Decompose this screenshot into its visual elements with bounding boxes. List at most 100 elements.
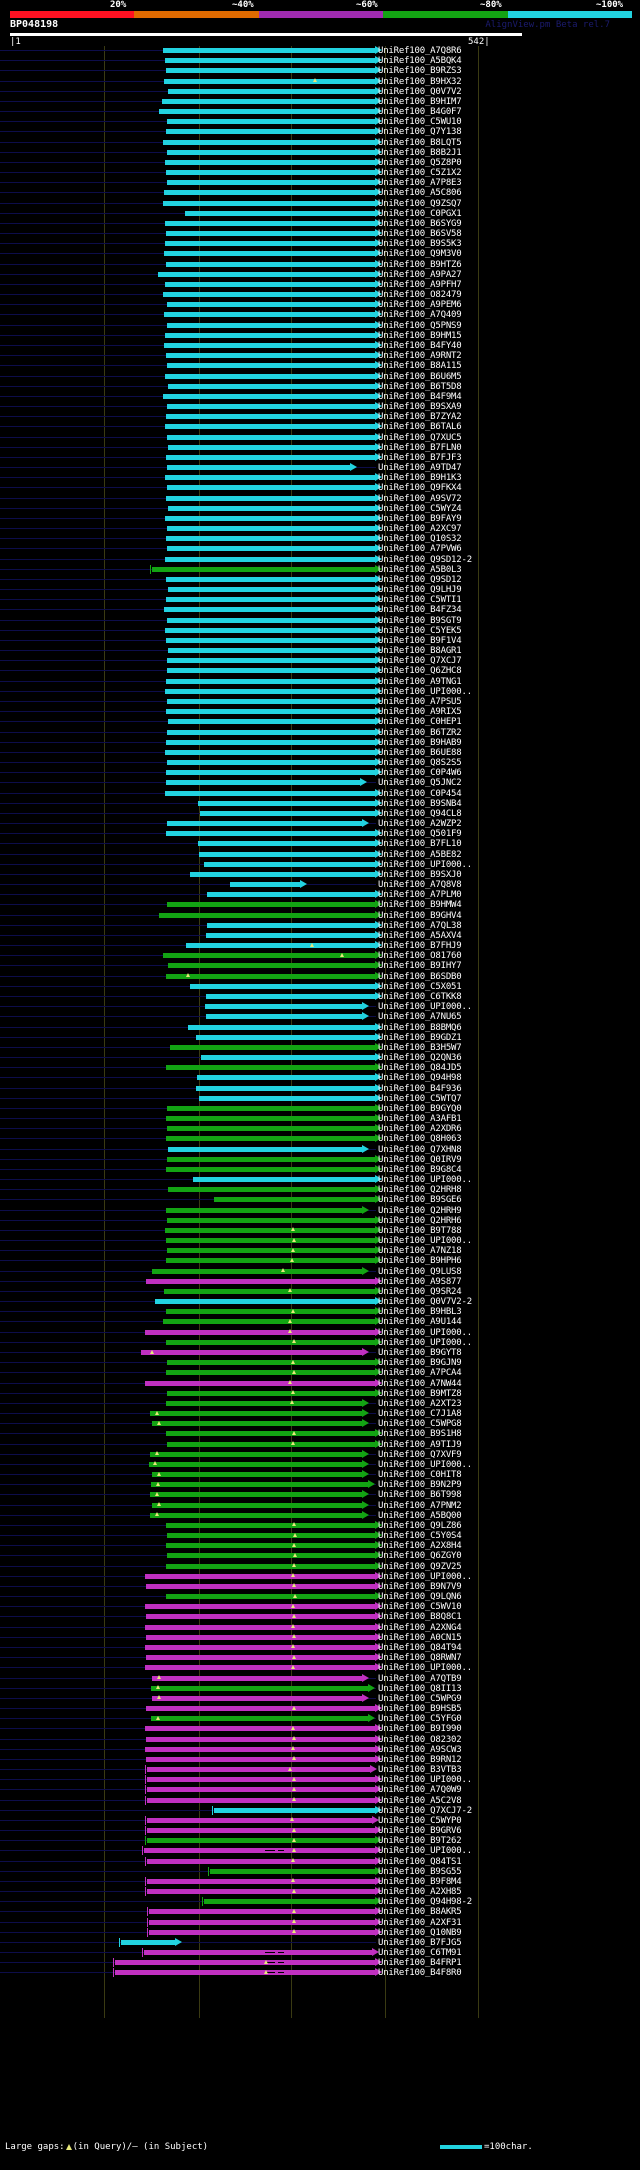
alignment-bar[interactable] xyxy=(155,1299,375,1305)
alignment-row[interactable]: UniRef100_B6U6M5 xyxy=(0,371,640,382)
alignment-row[interactable]: UniRef100_A7NU65 xyxy=(0,1012,640,1022)
subject-label[interactable]: UniRef100_B6SDB0 xyxy=(378,971,462,982)
alignment-bar[interactable] xyxy=(198,841,375,847)
subject-label[interactable]: UniRef100_B9HM15 xyxy=(378,330,462,341)
subject-label[interactable]: UniRef100_A9RIX5 xyxy=(378,707,462,718)
alignment-bar[interactable] xyxy=(166,709,375,715)
alignment-bar[interactable] xyxy=(165,688,375,694)
alignment-row[interactable]: UniRef100_A2XNG4 xyxy=(0,1622,640,1633)
alignment-row[interactable]: UniRef100_A7QL38 xyxy=(0,920,640,931)
alignment-row[interactable]: UniRef100_B9HBL3 xyxy=(0,1307,640,1317)
alignment-bar[interactable] xyxy=(145,1380,375,1386)
alignment-bar[interactable] xyxy=(163,48,375,53)
alignment-row[interactable]: UniRef100_Q10S32 xyxy=(0,534,640,544)
subject-label[interactable]: UniRef100_A7PLM0 xyxy=(378,890,462,901)
alignment-bar[interactable] xyxy=(145,1329,375,1335)
alignment-row[interactable]: UniRef100_A7NW44 xyxy=(0,1378,640,1389)
alignment-bar[interactable] xyxy=(168,505,375,511)
alignment-row[interactable]: UniRef100_A9TNG1 xyxy=(0,676,640,687)
alignment-row[interactable]: UniRef100_C0HEP1 xyxy=(0,717,640,727)
subject-label[interactable]: UniRef100_C0P454 xyxy=(378,788,462,799)
alignment-row[interactable]: UniRef100_Q9LQN6 xyxy=(0,1592,640,1602)
alignment-bar[interactable] xyxy=(152,566,375,572)
subject-label[interactable]: UniRef100_B6T5D8 xyxy=(378,381,462,392)
alignment-row[interactable]: UniRef100_B9HX32 xyxy=(0,76,640,87)
alignment-bar[interactable] xyxy=(166,1309,375,1315)
subject-label[interactable]: UniRef100_C0HEP1 xyxy=(378,717,462,728)
alignment-row[interactable]: UniRef100_A7PLM0 xyxy=(0,890,640,900)
alignment-row[interactable]: UniRef100_A5C2V8 xyxy=(0,1795,640,1806)
alignment-row[interactable]: UniRef100_A9PEM6 xyxy=(0,300,640,310)
subject-label[interactable]: UniRef100_A7QL38 xyxy=(378,920,462,931)
alignment-bar[interactable] xyxy=(167,1105,375,1111)
subject-label[interactable]: UniRef100_B9SNB4 xyxy=(378,798,462,809)
alignment-bar[interactable] xyxy=(146,1634,375,1640)
subject-label[interactable]: UniRef100_B7FLN0 xyxy=(378,442,462,453)
alignment-row[interactable]: UniRef100_C5WPG8 xyxy=(0,1419,640,1429)
alignment-row[interactable]: UniRef100_B9GRV6 xyxy=(0,1826,640,1836)
alignment-row[interactable]: UniRef100_B7FLN0 xyxy=(0,442,640,453)
alignment-row[interactable]: UniRef100_A7PNM2 xyxy=(0,1500,640,1511)
alignment-bar[interactable] xyxy=(164,190,375,196)
alignment-bar[interactable] xyxy=(147,1767,370,1773)
alignment-bar[interactable] xyxy=(146,1736,375,1742)
subject-label[interactable]: UniRef100_B9SG55 xyxy=(378,1866,462,1877)
subject-label[interactable]: UniRef100_C6TKK8 xyxy=(378,991,462,1002)
subject-label[interactable]: UniRef100_A7PNM2 xyxy=(378,1500,462,1511)
subject-label[interactable]: UniRef100_UPI000.. xyxy=(378,1327,472,1338)
alignment-bar[interactable] xyxy=(206,993,375,999)
alignment-row[interactable]: UniRef100_A2WZP2 xyxy=(0,819,640,829)
subject-label[interactable]: UniRef100_A9RNT2 xyxy=(378,351,462,362)
alignment-row[interactable]: UniRef100_Q8II13 xyxy=(0,1683,640,1694)
alignment-bar[interactable] xyxy=(167,322,375,328)
alignment-row[interactable]: UniRef100_UPI000.. xyxy=(0,1571,640,1582)
alignment-bar[interactable] xyxy=(167,404,375,410)
alignment-bar[interactable] xyxy=(149,1919,375,1925)
subject-label[interactable]: UniRef100_B8LQT5 xyxy=(378,137,462,148)
alignment-row[interactable]: UniRef100_B9GYT8 xyxy=(0,1348,640,1358)
subject-label[interactable]: UniRef100_Q8S2S5 xyxy=(378,758,462,769)
subject-label[interactable]: UniRef100_B4FRP1 xyxy=(378,1958,462,1969)
alignment-row[interactable]: UniRef100_B6UE88 xyxy=(0,747,640,758)
alignment-bar[interactable] xyxy=(166,495,375,501)
subject-label[interactable]: UniRef100_A9PA27 xyxy=(378,269,462,280)
subject-label[interactable]: UniRef100_O82479 xyxy=(378,290,462,301)
alignment-bar[interactable] xyxy=(207,892,375,898)
alignment-bar[interactable] xyxy=(159,109,375,115)
alignment-row[interactable]: UniRef100_B9GYQ0 xyxy=(0,1103,640,1114)
subject-label[interactable]: UniRef100_Q9FKX4 xyxy=(378,483,462,494)
alignment-row[interactable]: UniRef100_A7NZ18 xyxy=(0,1246,640,1256)
alignment-bar[interactable] xyxy=(147,1838,375,1844)
alignment-row[interactable]: UniRef100_Q9LHJ9 xyxy=(0,585,640,595)
subject-label[interactable]: UniRef100_C5WPG9 xyxy=(378,1693,462,1704)
alignment-row[interactable]: UniRef100_B9GHV4 xyxy=(0,910,640,921)
subject-label[interactable]: UniRef100_Q7XCJ7 xyxy=(378,656,462,667)
alignment-bar[interactable] xyxy=(145,1726,375,1732)
subject-label[interactable]: UniRef100_Q94H98-2 xyxy=(378,1897,472,1908)
alignment-row[interactable]: UniRef100_A5BE82 xyxy=(0,849,640,860)
alignment-bar[interactable] xyxy=(166,1522,375,1528)
alignment-row[interactable]: UniRef100_A5B0L3 xyxy=(0,564,640,575)
subject-label[interactable]: UniRef100_B4FZ34 xyxy=(378,605,462,616)
alignment-row[interactable]: UniRef100_Q9M3V0 xyxy=(0,249,640,259)
alignment-bar[interactable] xyxy=(204,861,375,867)
alignment-row[interactable]: UniRef100_Q9SR24 xyxy=(0,1286,640,1297)
alignment-bar[interactable] xyxy=(149,1909,375,1915)
alignment-bar[interactable] xyxy=(166,1563,375,1569)
alignment-bar[interactable] xyxy=(166,1543,375,1549)
alignment-bar[interactable] xyxy=(165,627,375,633)
alignment-bar[interactable] xyxy=(167,485,375,491)
alignment-bar[interactable] xyxy=(147,1797,375,1803)
alignment-row[interactable]: UniRef100_A7Q409 xyxy=(0,310,640,320)
alignment-row[interactable]: UniRef100_B4F936 xyxy=(0,1083,640,1094)
alignment-row[interactable]: UniRef100_B3H5W7 xyxy=(0,1042,640,1053)
alignment-row[interactable]: UniRef100_C5WYZ4 xyxy=(0,503,640,514)
alignment-bar[interactable] xyxy=(168,383,375,389)
alignment-bar[interactable] xyxy=(166,973,375,979)
alignment-bar[interactable] xyxy=(167,1248,375,1254)
subject-label[interactable]: UniRef100_Q0V7V2 xyxy=(378,86,462,97)
subject-label[interactable]: UniRef100_A7P8E3 xyxy=(378,178,462,189)
subject-label[interactable]: UniRef100_B6TZR2 xyxy=(378,727,462,738)
alignment-bar[interactable] xyxy=(147,1889,375,1895)
alignment-row[interactable]: UniRef100_B9RN12 xyxy=(0,1754,640,1765)
